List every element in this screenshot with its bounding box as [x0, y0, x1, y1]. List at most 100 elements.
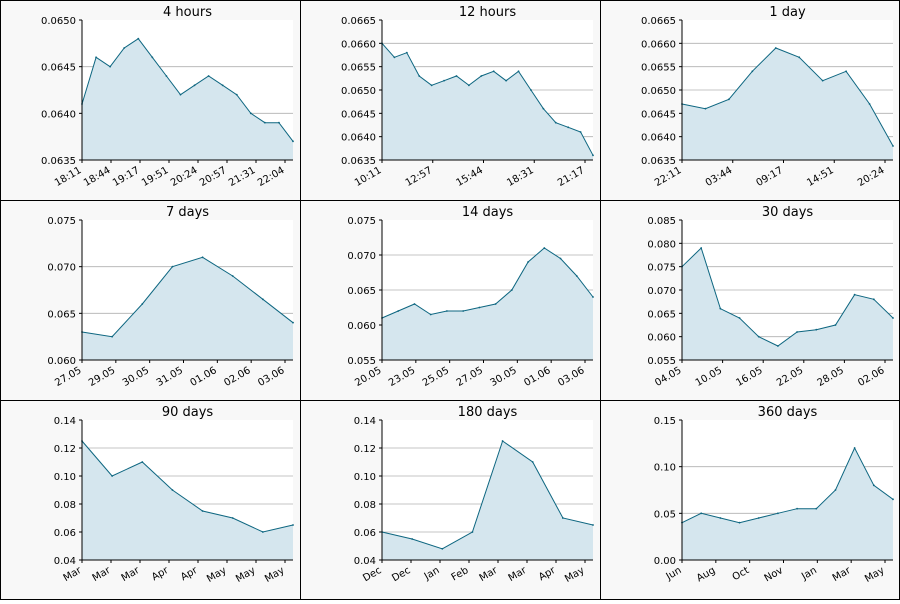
y-tick-label: 0.05	[654, 509, 676, 520]
data-point	[462, 310, 465, 312]
data-point	[235, 93, 238, 96]
series-line	[81, 440, 294, 533]
chart-svg: 14 days 0.055 0.060 0.065 0.070 0.075 20.05 23.…	[347, 205, 594, 389]
x-tick-label: 04.05	[653, 365, 683, 389]
data-point	[441, 547, 444, 550]
x-tick-label: 02.06	[856, 365, 886, 389]
x-tick-label: 10.05	[694, 365, 724, 389]
y-tick-label: 0.08	[54, 500, 76, 511]
chart-svg: 1 day 0.0635 0.0640 0.0645 0.0650 0.0655 0.066…	[641, 5, 894, 189]
y-tick-label: 0.0645	[41, 63, 76, 74]
chart-panel: 7 days 0.060 0.065 0.070 0.075 27.05 29.05 30.0…	[0, 200, 301, 401]
series-line	[381, 42, 594, 156]
data-point	[292, 140, 294, 143]
series-area	[682, 448, 893, 560]
data-point	[123, 47, 126, 49]
series-area	[382, 43, 593, 160]
data-point	[700, 247, 703, 249]
data-point	[446, 310, 448, 312]
y-tick-label: 0.0640	[41, 109, 76, 120]
chart-panel: 12 hours 0.0635 0.0640 0.0645 0.0650 0.0655 0.…	[300, 0, 601, 201]
series-line	[381, 247, 594, 319]
series-line	[81, 38, 294, 142]
chart-title: 1 day	[769, 5, 806, 20]
data-point	[554, 121, 557, 124]
x-tick-label: 12:57	[404, 165, 434, 189]
data-point	[815, 328, 818, 331]
y-tick-label: 0.04	[54, 556, 76, 567]
y-tick-label: 0.0655	[341, 63, 376, 74]
y-tick-label: 0.075	[347, 216, 376, 227]
data-point	[231, 275, 234, 277]
x-tick-label: 03:44	[704, 165, 734, 189]
y-tick-label: 0.0635	[341, 156, 376, 167]
data-point	[853, 447, 856, 449]
x-tick-label: 22:04	[256, 165, 286, 189]
x-tick-label: Mar	[62, 565, 85, 584]
data-point	[798, 56, 801, 59]
data-point	[853, 293, 856, 296]
y-tick-label: 0.0660	[641, 39, 676, 50]
y-tick-label: 0.10	[54, 472, 76, 483]
y-tick-label: 0.0650	[641, 86, 676, 97]
y-tick-label: 0.0635	[641, 156, 676, 167]
y-tick-label: 0.055	[347, 356, 376, 367]
x-tick-label: Jan	[422, 565, 442, 583]
data-point	[430, 84, 433, 87]
data-point	[892, 498, 894, 501]
data-point	[510, 289, 513, 291]
y-tick-label: 0.065	[647, 309, 676, 320]
chart-panel: 4 hours 0.0635 0.0640 0.0645 0.0650 18:11 18:4…	[0, 0, 301, 201]
data-point	[455, 75, 458, 77]
data-point	[393, 56, 396, 59]
x-tick-label: 20.05	[353, 365, 383, 389]
y-tick-label: 0.075	[47, 216, 76, 227]
data-point	[207, 75, 210, 77]
y-tick-label: 0.12	[354, 444, 376, 455]
x-tick-label: 20:24	[169, 165, 199, 189]
y-tick-label: 0.14	[354, 416, 376, 427]
data-point	[413, 303, 416, 305]
x-tick-label: May	[205, 565, 228, 585]
chart-panel: 180 days 0.04 0.06 0.08 0.10 0.12 0.14 Dec Dec Ja…	[300, 400, 601, 600]
data-point	[872, 484, 875, 487]
data-point	[141, 461, 144, 463]
x-tick-label: May	[234, 565, 257, 585]
x-tick-label: 27.05	[455, 365, 485, 389]
chart-svg: 90 days 0.04 0.06 0.08 0.10 0.12 0.14 Mar Mar Mar…	[54, 405, 294, 585]
data-point	[834, 324, 837, 326]
data-point	[263, 121, 266, 124]
data-point	[151, 56, 154, 59]
data-point	[751, 70, 754, 73]
y-tick-label: 0.00	[654, 556, 676, 567]
x-tick-label: 03.06	[556, 365, 586, 389]
data-point	[501, 440, 504, 442]
chart-title: 90 days	[162, 405, 214, 420]
x-tick-label: 29.05	[87, 365, 117, 389]
chart-panel: 360 days 0.00 0.05 0.10 0.15 Jun Aug Oct Nov Jan M…	[600, 400, 900, 600]
data-point	[700, 512, 703, 515]
data-point	[179, 93, 182, 96]
x-tick-label: 23.05	[387, 365, 417, 389]
data-point	[221, 84, 224, 87]
chart-title: 7 days	[166, 205, 209, 220]
data-point	[397, 310, 400, 312]
y-tick-label: 0.060	[647, 333, 676, 344]
data-point	[467, 84, 470, 87]
chart-title: 30 days	[762, 205, 814, 220]
chart-title: 180 days	[458, 405, 518, 420]
y-tick-label: 0.0640	[641, 133, 676, 144]
chart-svg: 30 days 0.055 0.060 0.065 0.070 0.075 0.080 0.0…	[647, 205, 894, 389]
data-point	[592, 154, 594, 157]
y-tick-label: 0.0660	[341, 39, 376, 50]
y-tick-label: 0.0665	[341, 16, 376, 27]
x-tick-label: 02.06	[222, 365, 252, 389]
data-point	[231, 517, 234, 519]
data-point	[567, 126, 570, 129]
y-tick-label: 0.0645	[341, 109, 376, 120]
data-point	[727, 98, 730, 101]
data-point	[834, 489, 837, 491]
y-tick-label: 0.08	[354, 500, 376, 511]
chart-panel: 14 days 0.055 0.060 0.065 0.070 0.075 20.05 23.…	[300, 200, 601, 401]
